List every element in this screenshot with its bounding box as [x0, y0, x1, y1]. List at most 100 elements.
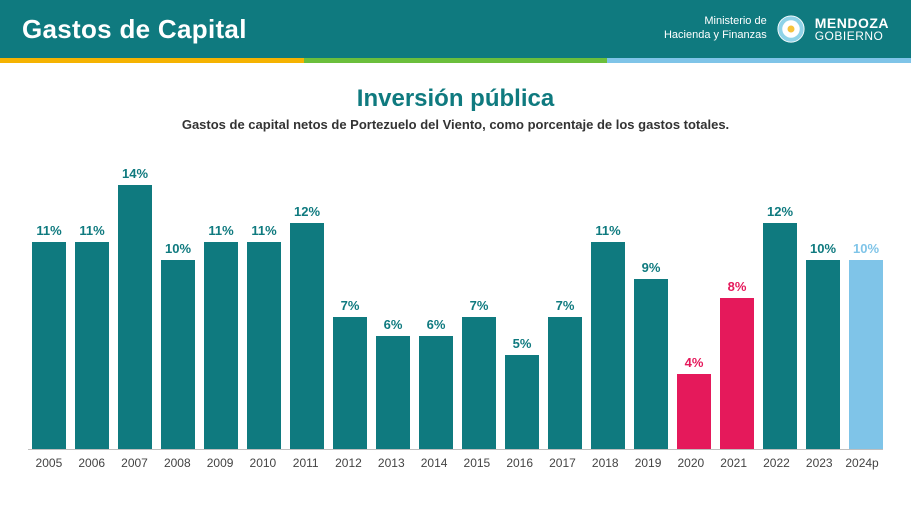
- page-title: Gastos de Capital: [22, 14, 247, 45]
- chart-x-axis: 2005 2006 2007 2008 2009 2010 2011 2012 2013 2014…: [28, 456, 883, 470]
- bar-column: 6%: [376, 317, 410, 449]
- bar-column: 11%: [75, 223, 109, 449]
- bar: [849, 260, 883, 449]
- bar: [462, 317, 496, 449]
- government-brand: MENDOZA GOBIERNO: [815, 16, 889, 42]
- bar-value-label: 7%: [556, 298, 575, 313]
- bar: [720, 298, 754, 449]
- x-tick-label: 2015: [460, 456, 494, 470]
- content-area: Inversión pública Gastos de capital neto…: [0, 63, 911, 480]
- x-tick-label: 2006: [75, 456, 109, 470]
- bar: [333, 317, 367, 449]
- x-tick-label: 2013: [374, 456, 408, 470]
- x-tick-label: 2009: [203, 456, 237, 470]
- bar-column: 10%: [806, 241, 840, 449]
- bar-value-label: 14%: [122, 166, 148, 181]
- x-tick-label: 2005: [32, 456, 66, 470]
- ministry-name: Ministerio de Hacienda y Finanzas: [664, 15, 767, 43]
- x-tick-label: 2007: [118, 456, 152, 470]
- bar: [763, 223, 797, 449]
- bar-column: 7%: [548, 298, 582, 449]
- x-tick-label: 2010: [246, 456, 280, 470]
- bar-chart: 11% 11% 14% 10% 11% 11% 12% 7% 6% 6% 7% 5% 7% 11% 9% 4%…: [28, 150, 883, 470]
- bar: [419, 336, 453, 449]
- stripe-segment-2: [304, 58, 608, 63]
- header-bar: Gastos de Capital Ministerio de Hacienda…: [0, 0, 911, 58]
- bar-column: 14%: [118, 166, 152, 449]
- bar-column: 12%: [290, 204, 324, 449]
- x-tick-label: 2016: [503, 456, 537, 470]
- bar-column: 6%: [419, 317, 453, 449]
- bar: [32, 242, 66, 449]
- bar-column: 11%: [591, 223, 625, 449]
- bar-value-label: 6%: [384, 317, 403, 332]
- bar-value-label: 10%: [165, 241, 191, 256]
- x-tick-label: 2021: [717, 456, 751, 470]
- brand-line-2: GOBIERNO: [815, 30, 889, 42]
- bar-value-label: 6%: [427, 317, 446, 332]
- bar-value-label: 11%: [36, 223, 61, 238]
- bar-value-label: 11%: [79, 223, 104, 238]
- bar-value-label: 10%: [853, 241, 879, 256]
- bar-value-label: 7%: [341, 298, 360, 313]
- brand-line-1: MENDOZA: [815, 16, 889, 30]
- bar-column: 12%: [763, 204, 797, 449]
- x-tick-label: 2022: [760, 456, 794, 470]
- ministry-line-1: Ministerio de: [664, 15, 767, 29]
- bar: [806, 260, 840, 449]
- bar-column: 10%: [849, 241, 883, 449]
- bar-value-label: 12%: [767, 204, 793, 219]
- stripe-segment-1: [0, 58, 304, 63]
- bar-value-label: 7%: [470, 298, 489, 313]
- x-tick-label: 2020: [674, 456, 708, 470]
- bar: [548, 317, 582, 449]
- chart-subtitle: Gastos de capital netos de Portezuelo de…: [28, 117, 883, 132]
- bar: [247, 242, 281, 449]
- bar: [75, 242, 109, 449]
- x-tick-label: 2023: [802, 456, 836, 470]
- x-tick-label: 2024p: [845, 456, 879, 470]
- bar-value-label: 8%: [728, 279, 747, 294]
- bar-column: 11%: [32, 223, 66, 449]
- bar-column: 7%: [333, 298, 367, 449]
- header-right-group: Ministerio de Hacienda y Finanzas MENDOZ…: [664, 15, 889, 43]
- bar-column: 11%: [247, 223, 281, 449]
- bar-value-label: 11%: [251, 223, 276, 238]
- bar-column: 5%: [505, 336, 539, 449]
- bar-column: 10%: [161, 241, 195, 449]
- bar: [118, 185, 152, 449]
- x-tick-label: 2012: [332, 456, 366, 470]
- ministry-line-2: Hacienda y Finanzas: [664, 29, 767, 43]
- bar-value-label: 11%: [595, 223, 620, 238]
- bar-column: 4%: [677, 355, 711, 449]
- x-tick-label: 2019: [631, 456, 665, 470]
- bar-value-label: 12%: [294, 204, 320, 219]
- x-tick-label: 2008: [160, 456, 194, 470]
- x-tick-label: 2018: [588, 456, 622, 470]
- bar: [204, 242, 238, 449]
- bar-value-label: 10%: [810, 241, 836, 256]
- chart-plot-area: 11% 11% 14% 10% 11% 11% 12% 7% 6% 6% 7% 5% 7% 11% 9% 4%…: [28, 150, 883, 450]
- x-tick-label: 2014: [417, 456, 451, 470]
- bar: [376, 336, 410, 449]
- bar-column: 7%: [462, 298, 496, 449]
- bar-value-label: 4%: [685, 355, 704, 370]
- bar: [634, 279, 668, 449]
- bar: [591, 242, 625, 449]
- bar: [505, 355, 539, 449]
- bar-column: 8%: [720, 279, 754, 449]
- bar-value-label: 9%: [642, 260, 661, 275]
- accent-stripe: [0, 58, 911, 63]
- bar: [161, 260, 195, 449]
- stripe-segment-3: [607, 58, 911, 63]
- bar-value-label: 5%: [513, 336, 532, 351]
- bar-column: 9%: [634, 260, 668, 449]
- bar-value-label: 11%: [208, 223, 233, 238]
- bar: [290, 223, 324, 449]
- x-tick-label: 2017: [546, 456, 580, 470]
- bar: [677, 374, 711, 449]
- bar-column: 11%: [204, 223, 238, 449]
- chart-title: Inversión pública: [28, 85, 883, 113]
- government-emblem-icon: [777, 15, 805, 43]
- x-tick-label: 2011: [289, 456, 323, 470]
